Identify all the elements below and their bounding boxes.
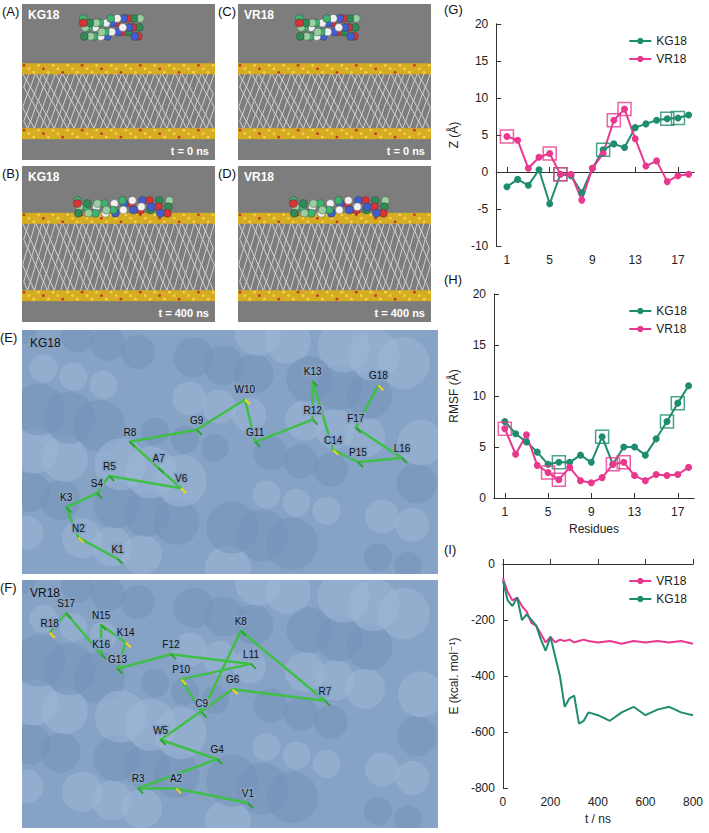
svg-text:KG18: KG18: [656, 592, 687, 606]
svg-text:VR18: VR18: [244, 170, 274, 184]
svg-text:KG18: KG18: [656, 34, 687, 48]
svg-text:G6: G6: [226, 674, 240, 685]
svg-text:800: 800: [683, 795, 703, 809]
svg-text:K1: K1: [111, 544, 124, 555]
svg-text:20: 20: [473, 287, 487, 301]
svg-text:R3: R3: [132, 773, 145, 784]
svg-text:17: 17: [671, 253, 685, 267]
svg-text:K13: K13: [304, 366, 322, 377]
svg-text:R7: R7: [319, 686, 332, 697]
svg-text:0: 0: [500, 795, 507, 809]
svg-text:N15: N15: [92, 610, 111, 621]
svg-text:5: 5: [482, 128, 489, 142]
svg-text:13: 13: [629, 253, 643, 267]
svg-text:200: 200: [540, 795, 560, 809]
svg-text:15: 15: [475, 54, 489, 68]
html-text:(E): (E): [0, 330, 18, 345]
svg-text:5: 5: [545, 505, 552, 519]
svg-text:C14: C14: [324, 435, 343, 446]
svg-text:K8: K8: [235, 616, 248, 627]
svg-text:C9: C9: [195, 698, 208, 709]
svg-text:17: 17: [671, 505, 685, 519]
svg-text:L11: L11: [243, 649, 259, 660]
svg-text:5: 5: [479, 440, 486, 454]
svg-text:9: 9: [589, 253, 596, 267]
svg-text:G18: G18: [369, 370, 388, 381]
svg-text:t = 0 ns: t = 0 ns: [387, 145, 425, 157]
svg-text:1: 1: [501, 505, 508, 519]
svg-text:V1: V1: [242, 788, 255, 799]
html-text:(F): (F): [0, 580, 17, 595]
svg-text:20: 20: [475, 17, 489, 31]
svg-text:G9: G9: [190, 415, 204, 426]
svg-text:-5: -5: [478, 202, 489, 216]
svg-text:E (kcal. mol⁻¹): E (kcal. mol⁻¹): [447, 637, 461, 714]
svg-text:-600: -600: [471, 725, 495, 739]
svg-text:R12: R12: [304, 405, 323, 416]
svg-text:0: 0: [479, 491, 486, 505]
svg-text:-10: -10: [471, 239, 489, 253]
svg-text:VR18: VR18: [656, 574, 686, 588]
svg-text:0: 0: [482, 165, 489, 179]
svg-text:F12: F12: [162, 639, 180, 650]
html-text:(D): (D): [218, 166, 236, 181]
svg-text:Z (Å): Z (Å): [446, 122, 461, 149]
html-text:(A): (A): [2, 4, 20, 19]
svg-text:15: 15: [473, 338, 487, 352]
svg-text:VR18: VR18: [244, 8, 274, 22]
svg-text:R5: R5: [103, 461, 116, 472]
svg-text:G4: G4: [210, 744, 224, 755]
svg-text:-800: -800: [471, 781, 495, 795]
svg-text:10: 10: [475, 91, 489, 105]
svg-text:L16: L16: [394, 443, 411, 454]
svg-text:W5: W5: [153, 725, 168, 736]
svg-text:G11: G11: [246, 427, 265, 438]
svg-text:t = 0 ns: t = 0 ns: [171, 145, 209, 157]
svg-text:K16: K16: [92, 639, 110, 650]
svg-text:5: 5: [546, 253, 553, 267]
svg-text:KG18: KG18: [28, 170, 60, 184]
svg-text:-400: -400: [471, 669, 495, 683]
svg-text:S4: S4: [91, 478, 104, 489]
svg-text:F17: F17: [347, 413, 365, 424]
svg-text:K14: K14: [117, 627, 135, 638]
svg-text:t = 400 ns: t = 400 ns: [159, 307, 209, 319]
svg-text:VR18: VR18: [30, 586, 60, 600]
svg-text:RMSF (Å): RMSF (Å): [446, 369, 461, 422]
svg-text:R8: R8: [123, 427, 136, 438]
svg-text:t = 400 ns: t = 400 ns: [375, 307, 425, 319]
svg-text:P15: P15: [349, 447, 367, 458]
html-text:(G): (G): [444, 2, 463, 17]
svg-text:VR18: VR18: [656, 322, 686, 336]
svg-text:A7: A7: [152, 453, 165, 464]
svg-text:A2: A2: [170, 773, 183, 784]
svg-text:13: 13: [628, 505, 642, 519]
svg-text:-200: -200: [471, 613, 495, 627]
svg-text:400: 400: [588, 795, 608, 809]
svg-text:N2: N2: [72, 523, 85, 534]
svg-text:10: 10: [473, 389, 487, 403]
svg-text:600: 600: [635, 795, 655, 809]
svg-text:9: 9: [588, 505, 595, 519]
html-text:(I): (I): [444, 542, 457, 557]
html-text:(H): (H): [444, 272, 462, 287]
svg-text:S17: S17: [57, 598, 76, 610]
svg-text:VR18: VR18: [656, 52, 686, 66]
svg-text:V6: V6: [175, 473, 188, 484]
svg-text:K3: K3: [60, 492, 73, 503]
html-text:(B): (B): [2, 166, 20, 181]
svg-text:t / ns: t / ns: [585, 812, 611, 826]
svg-text:Residues: Residues: [569, 522, 619, 536]
svg-text:KG18: KG18: [30, 336, 61, 350]
svg-text:1: 1: [504, 253, 511, 267]
svg-text:R18: R18: [41, 618, 60, 629]
svg-text:G13: G13: [108, 654, 127, 665]
html-text:(C): (C): [218, 4, 236, 19]
svg-text:KG18: KG18: [28, 8, 60, 22]
svg-text:P10: P10: [172, 664, 190, 675]
svg-text:0: 0: [488, 557, 495, 571]
svg-text:W10: W10: [235, 384, 256, 395]
svg-text:KG18: KG18: [656, 304, 687, 318]
